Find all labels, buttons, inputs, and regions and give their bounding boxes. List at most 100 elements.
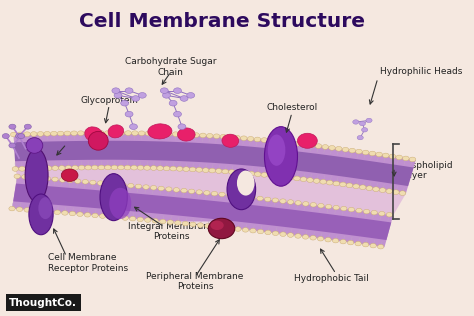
Circle shape <box>197 223 203 228</box>
Text: Cell Membrane
Receptor Proteins: Cell Membrane Receptor Proteins <box>47 253 128 273</box>
Circle shape <box>333 181 340 186</box>
Circle shape <box>14 174 20 179</box>
Text: Carbohydrate Sugar
Chain: Carbohydrate Sugar Chain <box>125 58 217 77</box>
Text: Glycoprotein: Glycoprotein <box>80 95 138 105</box>
Circle shape <box>261 138 267 143</box>
Circle shape <box>111 131 118 135</box>
Circle shape <box>348 207 355 212</box>
Circle shape <box>125 111 133 117</box>
Circle shape <box>183 167 190 172</box>
Circle shape <box>9 206 15 211</box>
Circle shape <box>51 131 57 136</box>
Circle shape <box>157 166 164 171</box>
Circle shape <box>24 208 30 212</box>
Circle shape <box>62 211 68 215</box>
Circle shape <box>137 217 144 222</box>
Circle shape <box>274 139 281 144</box>
Circle shape <box>295 141 301 146</box>
Circle shape <box>264 197 271 202</box>
Circle shape <box>173 188 180 192</box>
Ellipse shape <box>25 149 48 202</box>
Ellipse shape <box>100 174 128 221</box>
Circle shape <box>341 206 347 211</box>
Circle shape <box>281 174 287 179</box>
Circle shape <box>213 134 220 139</box>
Text: Peripheral Membrane
Proteins: Peripheral Membrane Proteins <box>146 272 244 291</box>
Circle shape <box>26 166 32 171</box>
Circle shape <box>111 165 118 170</box>
Circle shape <box>165 131 172 136</box>
Circle shape <box>160 219 166 224</box>
Circle shape <box>159 131 165 136</box>
Circle shape <box>300 177 307 182</box>
Ellipse shape <box>227 169 255 210</box>
Circle shape <box>84 131 91 136</box>
Circle shape <box>138 131 145 136</box>
Circle shape <box>52 166 58 170</box>
Text: Hydrophilic Heads: Hydrophilic Heads <box>380 67 463 76</box>
Text: Phospholipid
Bilayer: Phospholipid Bilayer <box>395 161 453 180</box>
Circle shape <box>115 215 121 220</box>
Circle shape <box>29 175 36 180</box>
Circle shape <box>57 131 64 136</box>
Ellipse shape <box>108 125 124 138</box>
Circle shape <box>187 93 195 98</box>
Circle shape <box>69 211 76 216</box>
Circle shape <box>234 135 240 140</box>
Circle shape <box>310 203 317 207</box>
Circle shape <box>17 132 24 137</box>
Circle shape <box>234 194 240 198</box>
Circle shape <box>44 131 51 136</box>
Circle shape <box>366 186 373 191</box>
Ellipse shape <box>208 218 235 239</box>
Circle shape <box>386 212 392 217</box>
Circle shape <box>181 188 187 193</box>
Ellipse shape <box>38 197 53 219</box>
Circle shape <box>320 179 327 184</box>
Circle shape <box>353 120 359 124</box>
Circle shape <box>399 191 406 196</box>
Circle shape <box>295 201 301 205</box>
Circle shape <box>158 186 164 191</box>
Circle shape <box>186 132 192 137</box>
Circle shape <box>145 131 152 136</box>
Circle shape <box>46 166 52 171</box>
Circle shape <box>268 138 274 143</box>
Circle shape <box>302 234 309 239</box>
Circle shape <box>356 208 362 213</box>
Circle shape <box>254 137 261 142</box>
Circle shape <box>37 131 44 136</box>
Circle shape <box>129 124 137 130</box>
Circle shape <box>98 165 105 170</box>
Circle shape <box>32 208 38 213</box>
Circle shape <box>19 167 26 171</box>
Circle shape <box>248 171 255 176</box>
Polygon shape <box>12 176 393 247</box>
Circle shape <box>389 154 396 159</box>
Circle shape <box>376 152 383 157</box>
Ellipse shape <box>222 134 239 147</box>
Circle shape <box>222 169 228 174</box>
Circle shape <box>235 227 241 231</box>
Circle shape <box>179 132 186 137</box>
Circle shape <box>24 124 31 129</box>
Circle shape <box>131 165 137 170</box>
Circle shape <box>322 145 328 149</box>
Ellipse shape <box>210 221 224 230</box>
Circle shape <box>333 205 339 210</box>
Circle shape <box>24 132 30 137</box>
Circle shape <box>340 240 346 244</box>
Circle shape <box>267 173 274 178</box>
Circle shape <box>163 93 171 98</box>
Circle shape <box>327 180 333 185</box>
Circle shape <box>379 211 385 216</box>
Circle shape <box>170 166 176 171</box>
Circle shape <box>112 88 120 94</box>
Circle shape <box>288 141 295 145</box>
Circle shape <box>347 240 354 245</box>
Circle shape <box>135 184 142 189</box>
Circle shape <box>287 200 294 204</box>
Circle shape <box>247 137 254 141</box>
Circle shape <box>132 96 140 101</box>
Circle shape <box>359 121 365 126</box>
